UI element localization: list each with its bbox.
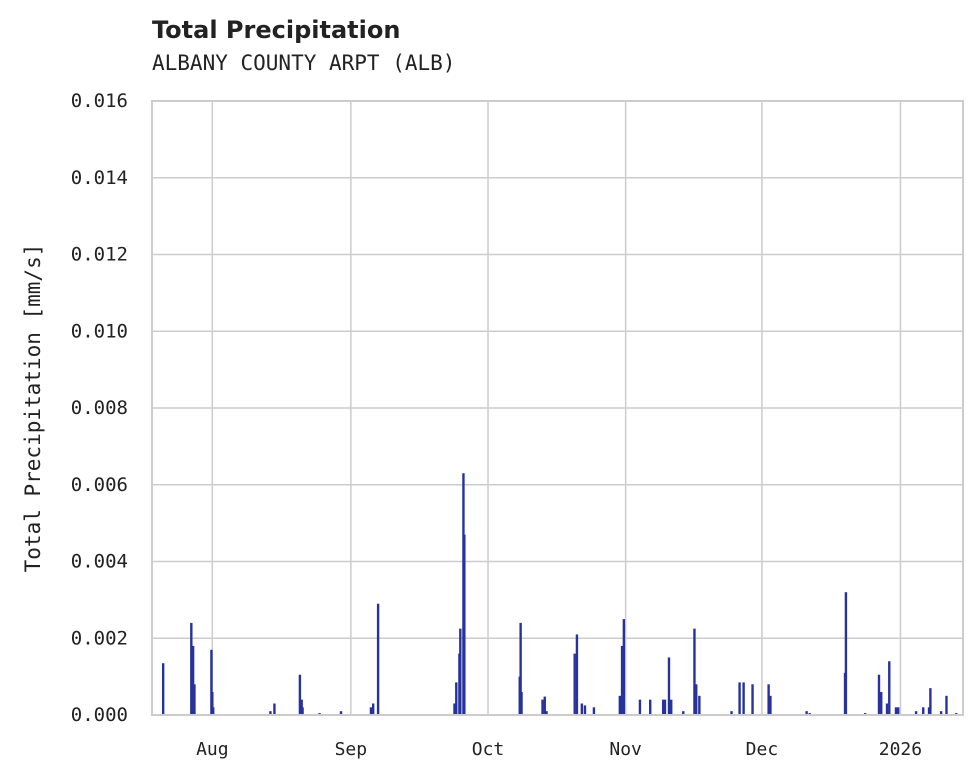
precip-bar <box>751 684 754 715</box>
precip-bar <box>914 711 918 715</box>
y-tick-label: 0.010 <box>71 320 128 342</box>
precip-bar <box>298 674 302 715</box>
precip-bar <box>888 661 891 715</box>
precip-bar <box>927 707 931 715</box>
precip-bar <box>622 619 626 715</box>
precip-bar <box>894 707 898 715</box>
precip-bar <box>929 688 932 715</box>
precip-bar <box>880 691 883 715</box>
precip-bar <box>661 699 665 715</box>
x-tick-label: Oct <box>472 739 505 760</box>
y-tick-label: 0.008 <box>71 397 128 419</box>
precip-bar <box>273 703 276 715</box>
precip-bar <box>738 682 741 715</box>
y-axis-label: Total Precipitation [mm/s] <box>21 244 45 573</box>
precip-bar <box>455 682 458 715</box>
precip-bar <box>844 592 848 715</box>
y-tick-label: 0.014 <box>71 167 128 189</box>
precip-bar <box>885 703 889 715</box>
precip-bar <box>211 691 214 715</box>
x-tick-label: Sep <box>335 739 368 760</box>
precip-bar <box>620 645 624 715</box>
precip-bar <box>638 699 642 715</box>
chart-subtitle: ALBANY COUNTY ARPT (ALB) <box>152 51 456 75</box>
precip-bar <box>583 705 587 715</box>
precip-bar <box>193 684 196 715</box>
precip-bar <box>212 707 215 715</box>
precip-bar <box>877 674 881 715</box>
precip-bar <box>459 628 462 715</box>
precip-bar <box>693 628 696 715</box>
precip-bar <box>897 707 900 715</box>
precip-bar <box>541 699 544 715</box>
precip-bar <box>339 711 343 715</box>
precip-bar <box>649 699 652 715</box>
precip-bar <box>519 622 522 715</box>
precip-bar <box>573 653 576 715</box>
y-tick-label: 0.000 <box>71 704 128 726</box>
precip-bar <box>190 622 193 715</box>
y-tick-label: 0.012 <box>71 244 128 266</box>
chart-title: Total Precipitation <box>152 16 401 44</box>
precip-bar <box>922 707 925 715</box>
x-tick-label: Nov <box>609 739 642 760</box>
precip-bar <box>742 682 745 715</box>
x-tick-label: Dec <box>746 739 779 760</box>
precip-bar <box>269 711 272 715</box>
y-tick-label: 0.016 <box>71 90 128 112</box>
precip-bar <box>592 707 596 715</box>
x-tick-label: 2026 <box>879 739 922 760</box>
precip-bar <box>371 703 375 715</box>
precip-bar <box>191 645 195 715</box>
precip-bar <box>161 663 165 715</box>
precip-bar <box>695 684 698 715</box>
precip-bar <box>618 695 622 715</box>
precip-bar <box>769 695 772 715</box>
precip-bar <box>805 711 808 715</box>
y-tick-label: 0.006 <box>71 474 128 496</box>
precip-bar <box>545 711 548 715</box>
precip-bar <box>667 657 671 715</box>
y-tick-label: 0.004 <box>71 551 128 573</box>
y-tick-label: 0.002 <box>71 627 128 649</box>
precip-bar <box>698 695 701 715</box>
precip-bar <box>682 711 685 715</box>
precip-bar <box>670 699 673 715</box>
x-tick-label: Aug <box>196 739 229 760</box>
precip-bar <box>730 711 733 715</box>
precip-bar <box>376 603 380 715</box>
precip-bar <box>453 703 456 715</box>
precip-bar <box>369 707 373 715</box>
precip-bar <box>301 707 304 715</box>
precip-bar <box>767 684 770 715</box>
precip-bar <box>945 695 948 715</box>
precip-bar <box>210 649 213 715</box>
precip-bar <box>663 699 667 715</box>
precip-bar <box>575 634 579 715</box>
precip-bar <box>543 696 546 715</box>
precip-bar <box>463 534 466 715</box>
precip-bar <box>580 703 584 715</box>
precip-bar <box>939 711 943 715</box>
precip-bar <box>520 691 523 715</box>
plot-frame <box>151 100 964 716</box>
